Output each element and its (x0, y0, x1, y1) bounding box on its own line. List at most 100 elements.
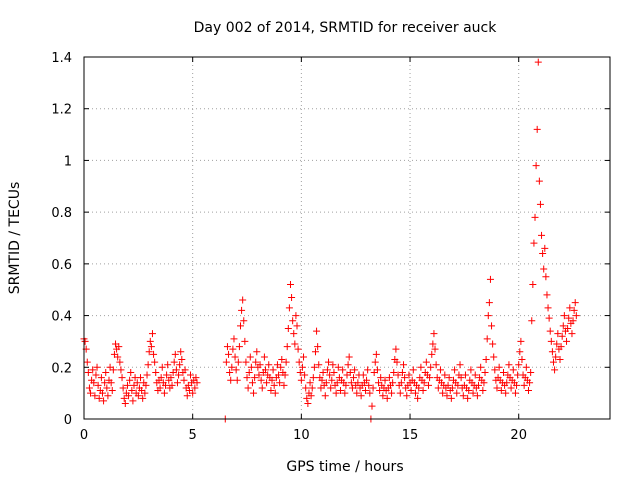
data-point (156, 384, 164, 392)
data-point (329, 361, 337, 369)
data-point (236, 322, 244, 330)
data-point (100, 397, 108, 405)
data-point (339, 366, 347, 374)
data-point (488, 322, 496, 330)
data-point (539, 250, 547, 258)
data-point (133, 379, 141, 387)
data-point (427, 363, 435, 371)
data-point (401, 374, 409, 382)
data-point (277, 363, 285, 371)
data-point (142, 381, 150, 389)
data-point (227, 376, 235, 384)
data-point (225, 350, 233, 358)
data-point (351, 366, 359, 374)
data-point (366, 389, 374, 397)
data-point (471, 371, 479, 379)
data-point (495, 363, 503, 371)
data-point (363, 376, 371, 384)
data-point (354, 379, 362, 387)
data-point (540, 265, 548, 273)
data-point (376, 387, 384, 395)
y-tick-label: 0.4 (51, 310, 72, 325)
data-point (252, 358, 260, 366)
data-point (330, 368, 338, 376)
data-point (520, 381, 528, 389)
data-point (129, 397, 137, 405)
data-point (230, 335, 238, 343)
data-point (369, 384, 377, 392)
data-point (314, 343, 322, 351)
data-point (414, 394, 422, 402)
data-point (238, 306, 246, 314)
data-point (297, 376, 305, 384)
data-point (168, 381, 176, 389)
data-point (489, 340, 497, 348)
data-point (545, 314, 553, 322)
data-point (151, 358, 159, 366)
data-point (491, 366, 499, 374)
x-tick-label: 20 (510, 428, 527, 443)
data-point (516, 348, 524, 356)
data-point (108, 387, 116, 395)
data-point (393, 358, 401, 366)
data-point (553, 340, 561, 348)
data-point (93, 363, 101, 371)
x-tick-label: 5 (189, 428, 197, 443)
data-point (309, 374, 317, 382)
data-point (549, 358, 557, 366)
data-point (451, 366, 459, 374)
data-point (289, 317, 297, 325)
data-point (403, 392, 411, 400)
y-axis-label: SRMTID / TECUs (7, 182, 23, 295)
data-point (298, 363, 306, 371)
data-point (461, 371, 469, 379)
data-point (377, 374, 385, 382)
y-tick-label: 1.2 (51, 103, 72, 118)
data-point (528, 317, 536, 325)
data-point (465, 387, 473, 395)
data-point (114, 353, 122, 361)
data-point (119, 384, 127, 392)
data-point (265, 361, 273, 369)
data-point (357, 392, 365, 400)
data-point (250, 389, 258, 397)
data-point (538, 231, 546, 239)
data-point (240, 317, 248, 325)
data-point (189, 389, 197, 397)
data-point (389, 379, 397, 387)
data-point (336, 387, 344, 395)
data-point (232, 366, 240, 374)
data-point (157, 374, 165, 382)
data-point (493, 384, 501, 392)
y-tick-label: 0 (64, 413, 72, 428)
data-point (101, 379, 109, 387)
data-point (318, 376, 326, 384)
data-point (448, 384, 456, 392)
data-point (543, 291, 551, 299)
data-point (546, 327, 554, 335)
data-point (180, 376, 188, 384)
data-point (326, 371, 334, 379)
data-point (490, 353, 498, 361)
data-point (372, 350, 380, 358)
data-point (327, 384, 335, 392)
data-point (394, 371, 402, 379)
data-point (536, 200, 544, 208)
data-point (146, 337, 154, 345)
data-point (91, 392, 99, 400)
data-point (280, 381, 288, 389)
data-point (518, 356, 526, 364)
data-point (295, 358, 303, 366)
data-point (306, 379, 314, 387)
data-point (275, 371, 283, 379)
data-point (310, 363, 318, 371)
data-point (89, 366, 97, 374)
data-point (453, 389, 461, 397)
data-point (134, 392, 142, 400)
data-point (176, 361, 184, 369)
data-point (103, 384, 111, 392)
data-point (293, 322, 301, 330)
data-point (434, 384, 442, 392)
data-point (228, 363, 236, 371)
